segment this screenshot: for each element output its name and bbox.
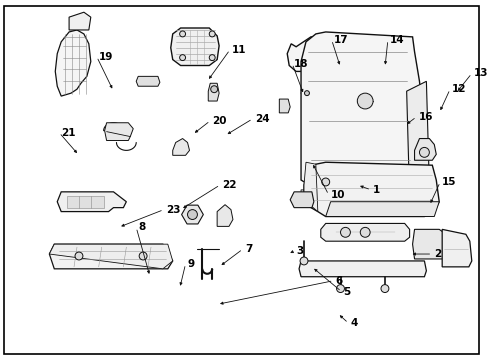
Circle shape <box>139 252 147 260</box>
Text: 9: 9 <box>187 259 194 269</box>
Text: 5: 5 <box>343 287 350 297</box>
Text: 7: 7 <box>244 244 252 254</box>
Text: 24: 24 <box>254 114 269 124</box>
Polygon shape <box>289 192 313 208</box>
Text: 4: 4 <box>350 318 357 328</box>
Circle shape <box>209 55 215 60</box>
Polygon shape <box>320 224 409 241</box>
Polygon shape <box>104 123 133 140</box>
Polygon shape <box>49 244 172 269</box>
Text: 20: 20 <box>212 116 226 126</box>
Text: 2: 2 <box>433 249 441 259</box>
Polygon shape <box>69 12 91 30</box>
Polygon shape <box>414 139 435 160</box>
Text: 8: 8 <box>138 222 145 232</box>
Text: 15: 15 <box>441 177 456 187</box>
Circle shape <box>179 31 185 37</box>
Polygon shape <box>279 99 289 113</box>
Text: 22: 22 <box>222 180 236 190</box>
Polygon shape <box>286 37 340 71</box>
Polygon shape <box>217 205 232 226</box>
Text: 17: 17 <box>333 35 347 45</box>
Circle shape <box>336 285 344 293</box>
Polygon shape <box>304 162 438 216</box>
Text: 21: 21 <box>61 128 76 138</box>
Text: 11: 11 <box>231 45 246 55</box>
Polygon shape <box>208 83 219 101</box>
Text: 10: 10 <box>330 190 345 200</box>
Text: 1: 1 <box>372 185 380 195</box>
Text: 18: 18 <box>293 59 308 68</box>
Text: 16: 16 <box>418 112 432 122</box>
Circle shape <box>340 228 350 237</box>
Circle shape <box>300 257 307 265</box>
Polygon shape <box>170 28 219 66</box>
Text: 23: 23 <box>165 204 180 215</box>
Circle shape <box>321 178 329 186</box>
Polygon shape <box>406 81 428 198</box>
Text: 12: 12 <box>451 84 466 94</box>
Polygon shape <box>325 202 438 216</box>
Circle shape <box>210 86 217 93</box>
Circle shape <box>179 55 185 60</box>
Text: 19: 19 <box>99 51 113 62</box>
Circle shape <box>380 285 388 293</box>
Circle shape <box>209 31 215 37</box>
Polygon shape <box>67 196 103 208</box>
Polygon shape <box>301 190 414 198</box>
Text: 13: 13 <box>473 68 488 78</box>
Polygon shape <box>55 30 91 96</box>
Polygon shape <box>301 89 313 96</box>
Polygon shape <box>57 192 126 212</box>
Polygon shape <box>136 76 160 86</box>
Text: 3: 3 <box>296 246 303 256</box>
Polygon shape <box>49 244 172 269</box>
Polygon shape <box>181 205 203 224</box>
Polygon shape <box>412 229 448 259</box>
Text: 14: 14 <box>389 35 404 45</box>
Polygon shape <box>301 32 428 198</box>
Circle shape <box>187 210 197 220</box>
Circle shape <box>419 148 428 157</box>
Polygon shape <box>299 261 426 277</box>
Polygon shape <box>441 229 471 267</box>
Text: 6: 6 <box>335 276 342 286</box>
Polygon shape <box>304 162 317 212</box>
Circle shape <box>75 252 83 260</box>
Circle shape <box>304 91 309 96</box>
Polygon shape <box>172 139 189 155</box>
Circle shape <box>357 93 372 109</box>
Circle shape <box>360 228 369 237</box>
